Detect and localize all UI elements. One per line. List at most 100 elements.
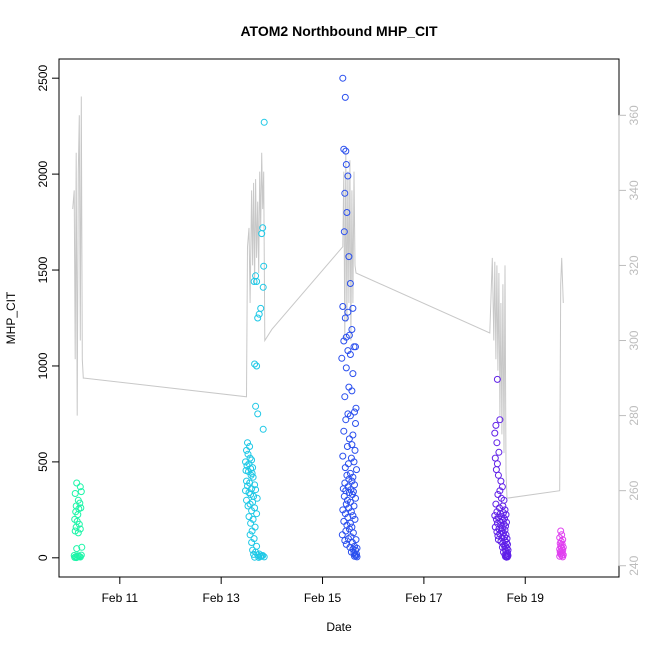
data-point <box>345 435 353 443</box>
data-point <box>496 416 504 424</box>
data-point <box>348 441 356 449</box>
data-point <box>340 145 348 153</box>
plot-frame <box>58 58 620 578</box>
data-point <box>250 550 258 558</box>
data-point <box>76 483 84 491</box>
data-point <box>250 278 258 285</box>
data-point <box>352 494 359 502</box>
x-tick-label: Feb 13 <box>202 591 240 605</box>
data-point <box>495 448 503 456</box>
y2-tick-label: 340 <box>627 180 641 200</box>
data-point <box>557 527 565 535</box>
data-point <box>556 552 564 560</box>
data-point <box>493 460 501 468</box>
data-point <box>339 74 347 82</box>
data-point <box>258 230 266 238</box>
data-point <box>350 343 358 351</box>
data-point <box>491 454 499 462</box>
data-point <box>247 519 255 527</box>
data-point <box>245 489 253 497</box>
data-point <box>348 387 356 395</box>
data-point <box>342 364 350 372</box>
data-point <box>351 446 359 454</box>
axes-layer: Feb 11 Feb 13 Feb 15 Feb 17 Feb 19 0 500 1000 15… <box>36 65 641 605</box>
chart-title: ATOM2 Northbound MHP_CIT <box>240 23 437 39</box>
data-point <box>73 479 81 487</box>
y-tick-label: 2000 <box>36 160 50 187</box>
y2-tick-label: 260 <box>627 480 641 500</box>
y-tick-label: 0 <box>36 554 50 561</box>
data-point <box>340 492 348 500</box>
data-point <box>351 515 359 523</box>
data-point <box>243 496 250 504</box>
data-point <box>74 529 82 537</box>
data-point <box>340 517 348 525</box>
data-point <box>492 466 500 474</box>
data-point <box>341 393 349 401</box>
x-tick-label: Feb 11 <box>102 591 139 605</box>
data-point <box>255 310 263 318</box>
data-point <box>494 491 502 498</box>
data-point <box>344 172 352 180</box>
data-point <box>344 460 352 468</box>
data-point <box>347 508 355 516</box>
data-point <box>343 209 351 216</box>
data-point <box>71 490 79 497</box>
data-point <box>252 272 260 280</box>
y2-tick-label: 360 <box>627 105 641 125</box>
data-point <box>342 147 350 155</box>
data-point <box>494 471 502 479</box>
y2-tick-label: 240 <box>627 555 641 575</box>
data-point <box>72 523 80 531</box>
data-point <box>252 486 260 494</box>
data-point <box>499 502 507 510</box>
data-point <box>341 93 349 101</box>
data-point <box>345 525 353 533</box>
data-point <box>342 527 350 535</box>
data-point <box>248 507 256 515</box>
data-point <box>491 512 499 520</box>
data-point <box>245 460 253 468</box>
data-point <box>243 446 250 454</box>
data-point <box>345 253 353 261</box>
data-point <box>343 443 351 450</box>
data-point <box>559 553 567 561</box>
secondary-line-layer <box>72 96 564 499</box>
data-point <box>492 500 500 508</box>
data-point <box>338 531 346 539</box>
data-point <box>256 553 264 561</box>
data-point <box>340 228 348 236</box>
data-point <box>242 458 249 466</box>
data-point <box>74 511 82 519</box>
x-tick-label: Feb 15 <box>304 591 342 605</box>
data-point <box>349 473 357 481</box>
data-point <box>493 439 501 447</box>
data-point <box>351 408 358 416</box>
data-point <box>341 314 349 322</box>
data-point <box>244 439 251 447</box>
data-point <box>353 553 361 561</box>
data-point <box>344 514 352 521</box>
data-point <box>248 527 256 535</box>
y-axis-label: MHP_CIT <box>4 291 18 344</box>
x-axis-label: Date <box>326 620 352 634</box>
x-tick-label: Feb 17 <box>405 591 443 605</box>
y-tick-label: 1500 <box>36 256 50 283</box>
data-point <box>340 427 348 435</box>
y-tick-label: 2500 <box>36 65 50 92</box>
data-point <box>503 553 510 561</box>
data-point <box>344 535 352 543</box>
data-point <box>493 375 501 383</box>
y2-tick-label: 300 <box>627 330 641 350</box>
scatter-points-layer <box>70 74 567 562</box>
data-point <box>492 515 500 523</box>
data-point <box>340 337 348 345</box>
data-point <box>352 404 360 412</box>
data-point <box>491 523 499 531</box>
data-point <box>344 308 352 316</box>
data-point <box>341 464 349 472</box>
data-point <box>78 543 86 551</box>
data-point <box>338 354 346 362</box>
data-point <box>246 531 254 539</box>
data-point <box>342 416 350 424</box>
